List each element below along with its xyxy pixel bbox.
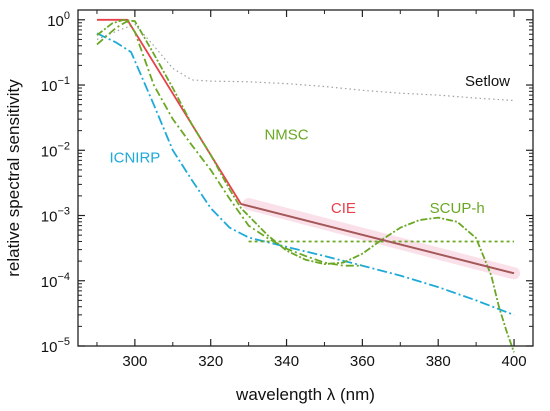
y-tick-label--4: 10−4 [41, 271, 70, 291]
y-tick-label-0: 100 [47, 10, 70, 30]
series-label-nmsc: NMSC [264, 127, 308, 144]
x-tick-label-360: 360 [350, 353, 375, 370]
series-label-scup-h: SCUP-h [430, 200, 485, 217]
series-line-cie [97, 18, 515, 275]
series-label-cie: CIE [331, 200, 356, 217]
x-tick-label-380: 380 [426, 353, 451, 370]
x-tick-label-340: 340 [274, 353, 299, 370]
x-tick-label-300: 300 [122, 353, 147, 370]
series-labels: Setlow NMSC ICNIRP CIE SCUP-h [109, 73, 510, 217]
series-line-icnirp [96, 32, 515, 316]
series-layer [96, 18, 515, 353]
ticks-layer [78, 10, 533, 347]
y-tick-label--5: 10−5 [41, 336, 70, 356]
x-tick-label-400: 400 [502, 353, 527, 370]
y-axis-label: relative spectral sensitivity [4, 79, 23, 277]
y-tick-label--3: 10−3 [41, 206, 70, 226]
series-line-scup-h [96, 18, 515, 353]
tick-labels: 300 320 340 360 380 400 100 10−1 10−2 10−3 10−4 10−… [41, 10, 527, 370]
plot-frame [77, 9, 534, 347]
series-line-setlow [96, 23, 515, 102]
y-tick-label--2: 10−2 [41, 140, 70, 160]
x-axis-label: wavelength λ (nm) [235, 385, 375, 404]
series-line-extra-6 [240, 203, 515, 275]
y-tick-label--1: 10−1 [41, 75, 70, 95]
series-label-icnirp: ICNIRP [109, 149, 160, 166]
series-label-setlow: Setlow [465, 73, 510, 90]
series-line-nmsc [96, 20, 363, 267]
x-tick-label-320: 320 [198, 353, 223, 370]
